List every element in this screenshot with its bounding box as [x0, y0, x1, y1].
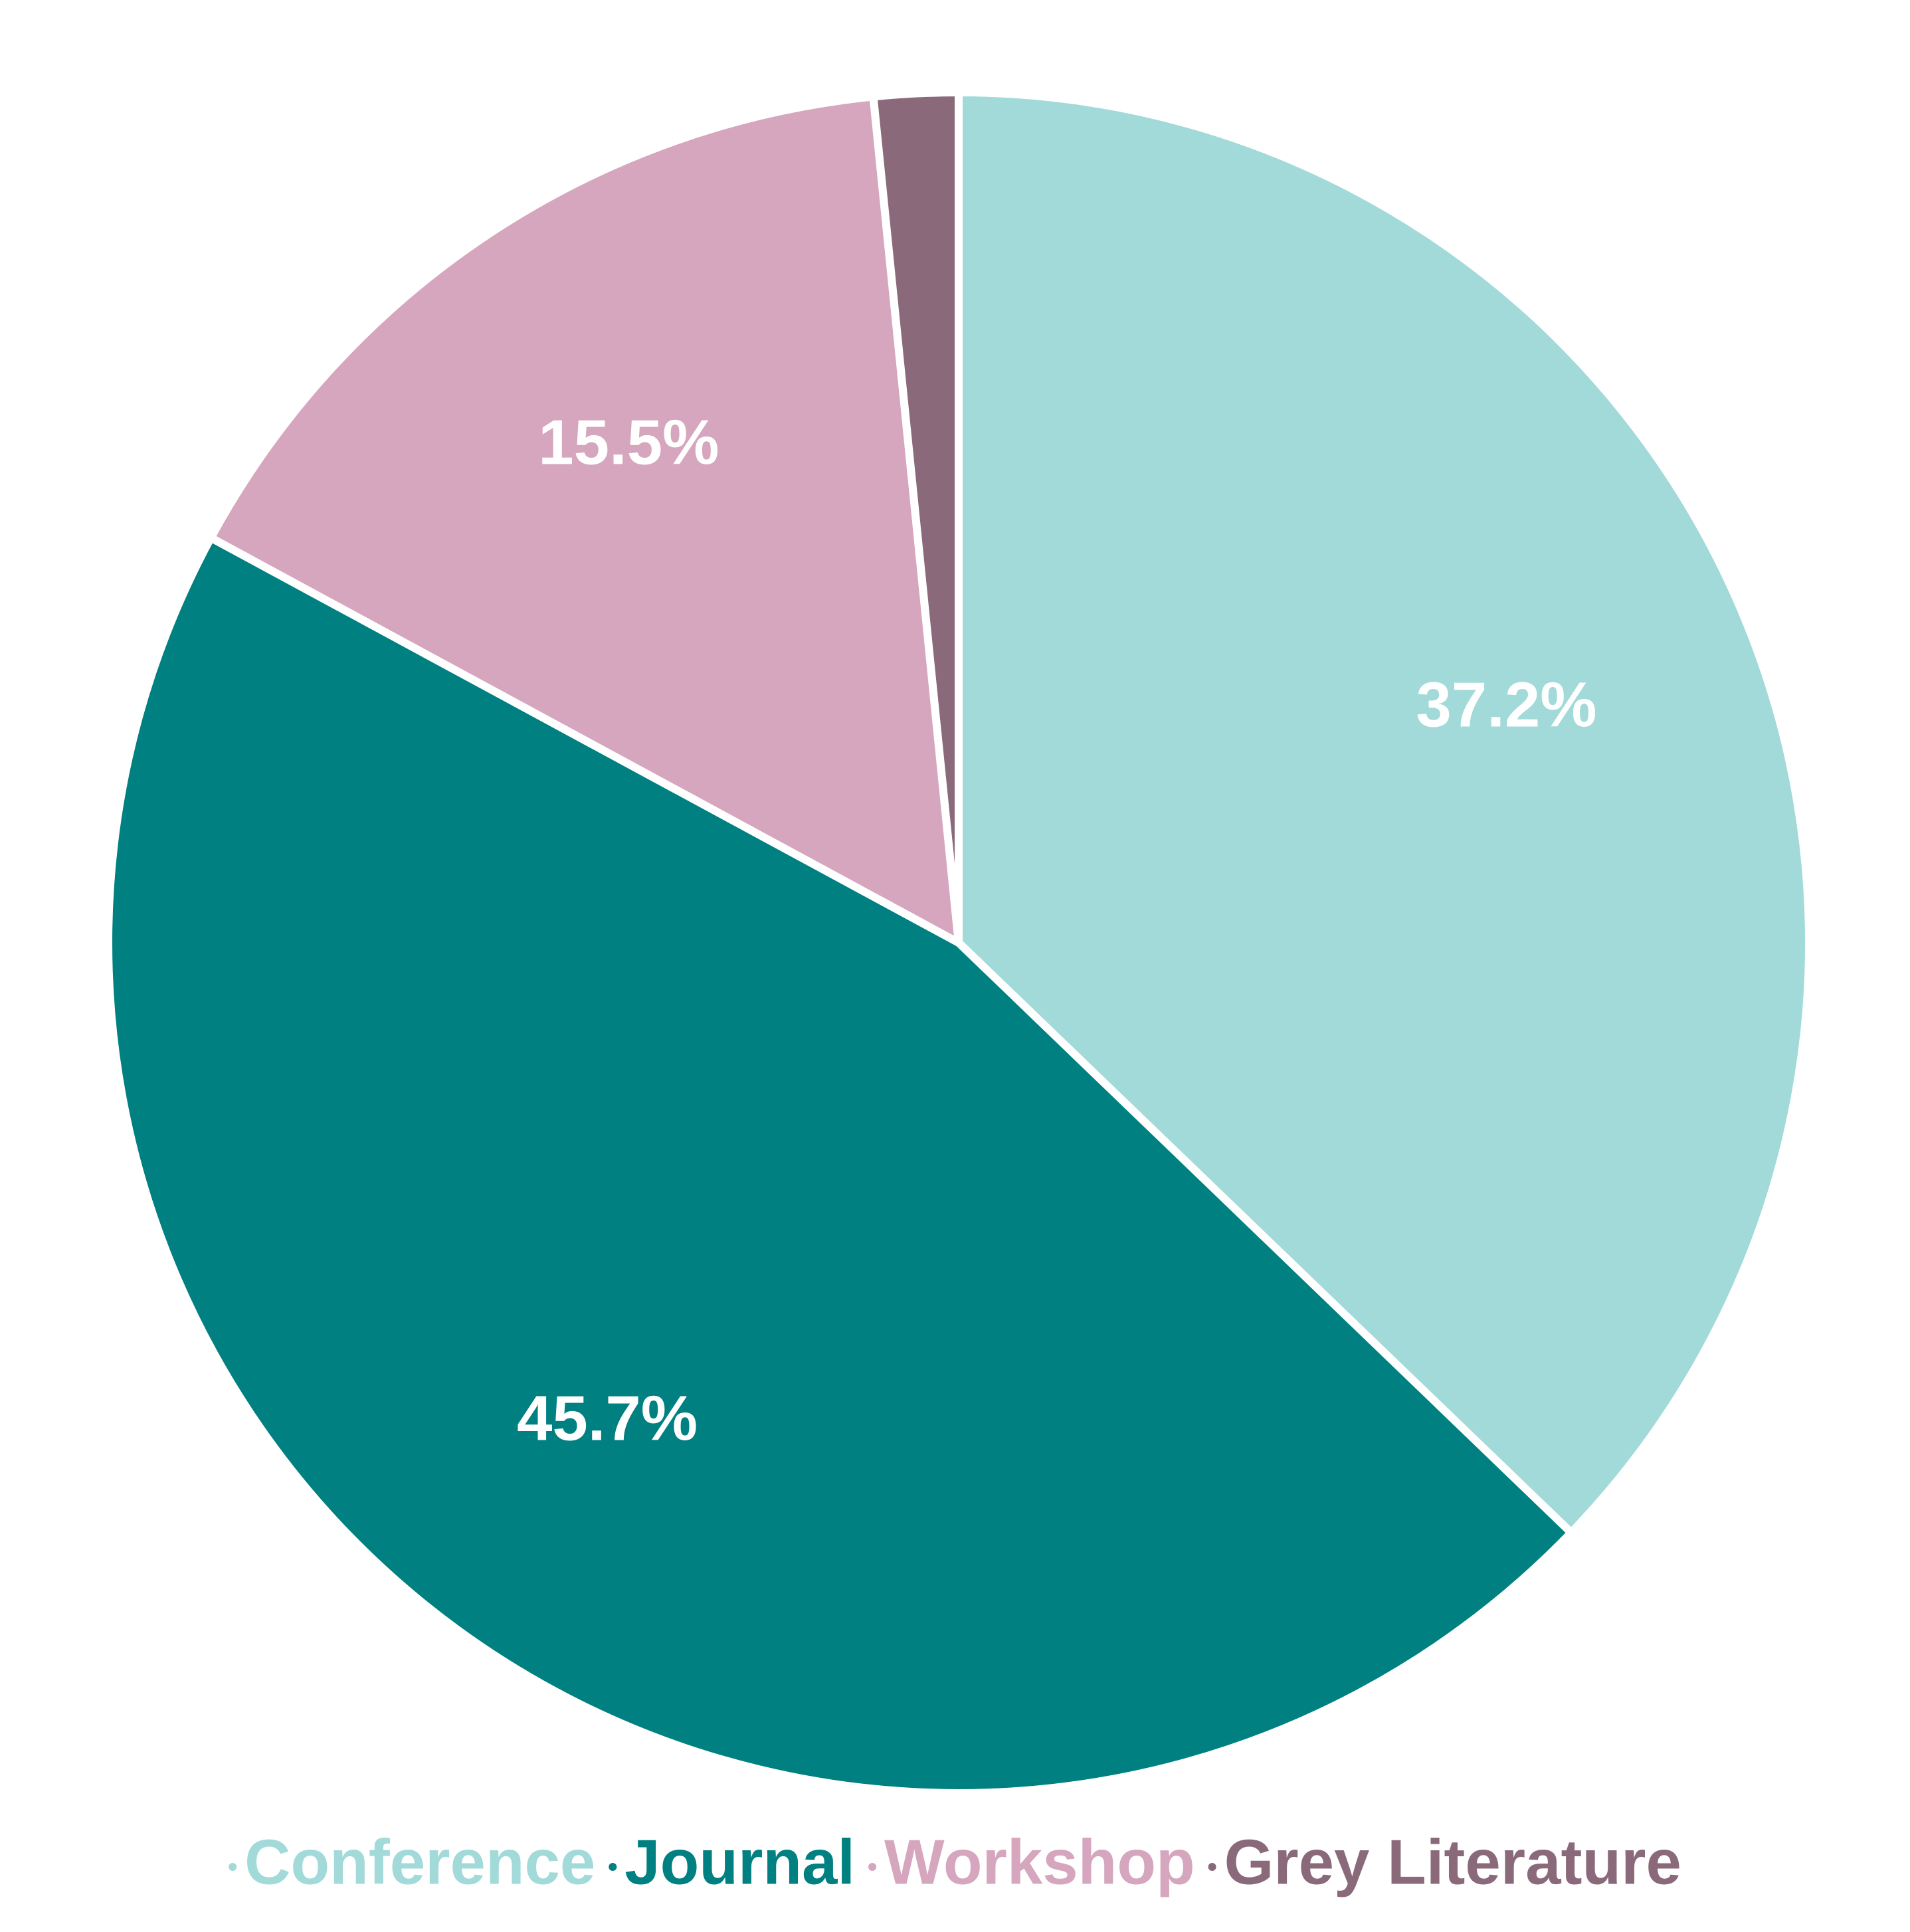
pie-slice	[205, 92, 964, 950]
legend-label: Workshop	[884, 1826, 1195, 1897]
pie-slice	[955, 88, 1814, 1539]
legend-marker	[868, 1863, 877, 1871]
legend-label: Conference	[244, 1826, 595, 1897]
value-label: 15.5%	[538, 407, 719, 478]
legend-marker	[229, 1863, 237, 1871]
value-label: 45.7%	[517, 1383, 698, 1454]
value-label: 37.2%	[1416, 670, 1596, 741]
legend-label: Journal	[624, 1826, 855, 1897]
legend-marker	[1208, 1863, 1216, 1871]
legend-label: Grey Literature	[1224, 1826, 1681, 1897]
pie-slice	[104, 532, 1577, 1797]
legend-marker	[609, 1863, 617, 1871]
pie-slice	[868, 88, 963, 943]
